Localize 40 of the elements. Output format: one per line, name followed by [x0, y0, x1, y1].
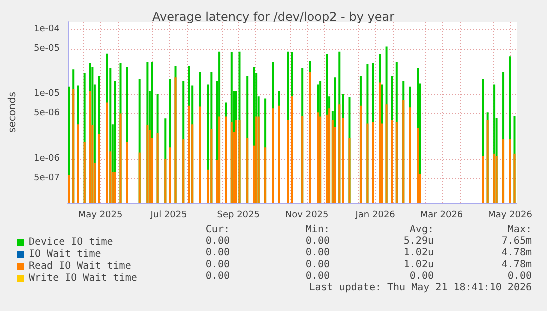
y-tick-label: 5e-06: [34, 108, 60, 119]
text: 0.00: [306, 259, 330, 270]
text: Avg:: [410, 224, 434, 236]
text: 0.00: [306, 248, 330, 259]
text: Min:: [306, 224, 330, 236]
legend-label: IO Wait time: [29, 249, 102, 260]
x-tick-label: Mar 2026: [420, 210, 464, 220]
text: 0.00: [206, 236, 230, 248]
text: 1.02u: [404, 259, 434, 270]
text: 4.78m: [502, 259, 532, 270]
x-tick-label: May 2025: [78, 210, 123, 220]
y-tick-label: 1e-06: [34, 154, 60, 164]
text: 0.00: [206, 270, 230, 282]
y-tick-label: 1e-05: [34, 89, 60, 100]
text: 4.78m: [502, 248, 532, 259]
legend-label: Write IO Wait time: [29, 273, 138, 284]
text: 7.65m: [502, 236, 532, 248]
x-tick-label: Jan 2026: [354, 210, 396, 220]
x-tick-label: Nov 2025: [285, 210, 329, 220]
y-tick-label: 1e-04: [34, 24, 60, 34]
y-axis-title: seconds: [8, 92, 18, 133]
text: 0.00: [206, 259, 230, 270]
text: 0.00: [306, 270, 330, 282]
text: 0.00: [306, 236, 330, 248]
x-tick-label: Jul 2025: [150, 210, 188, 220]
text: 5.29u: [404, 236, 434, 248]
text: 0.00: [206, 248, 230, 259]
text: 0.00: [508, 270, 532, 282]
y-tick-label: 5e-07: [34, 174, 60, 184]
chart-title: Average latency for /dev/loop2 - by year: [152, 10, 395, 24]
legend-label: Device IO time: [29, 237, 114, 248]
x-tick-label: Sep 2025: [217, 210, 260, 220]
y-tick-label: 5e-05: [34, 44, 60, 54]
text: Cur:: [206, 224, 230, 236]
text: Last update: Thu May 21 18:41:10 2026: [309, 282, 532, 294]
x-tick-label: May 2026: [488, 210, 533, 220]
text: 1.02u: [404, 248, 434, 259]
legend-label: Read IO Wait time: [29, 261, 132, 272]
text: Max:: [508, 224, 532, 236]
text: 0.00: [410, 270, 434, 282]
